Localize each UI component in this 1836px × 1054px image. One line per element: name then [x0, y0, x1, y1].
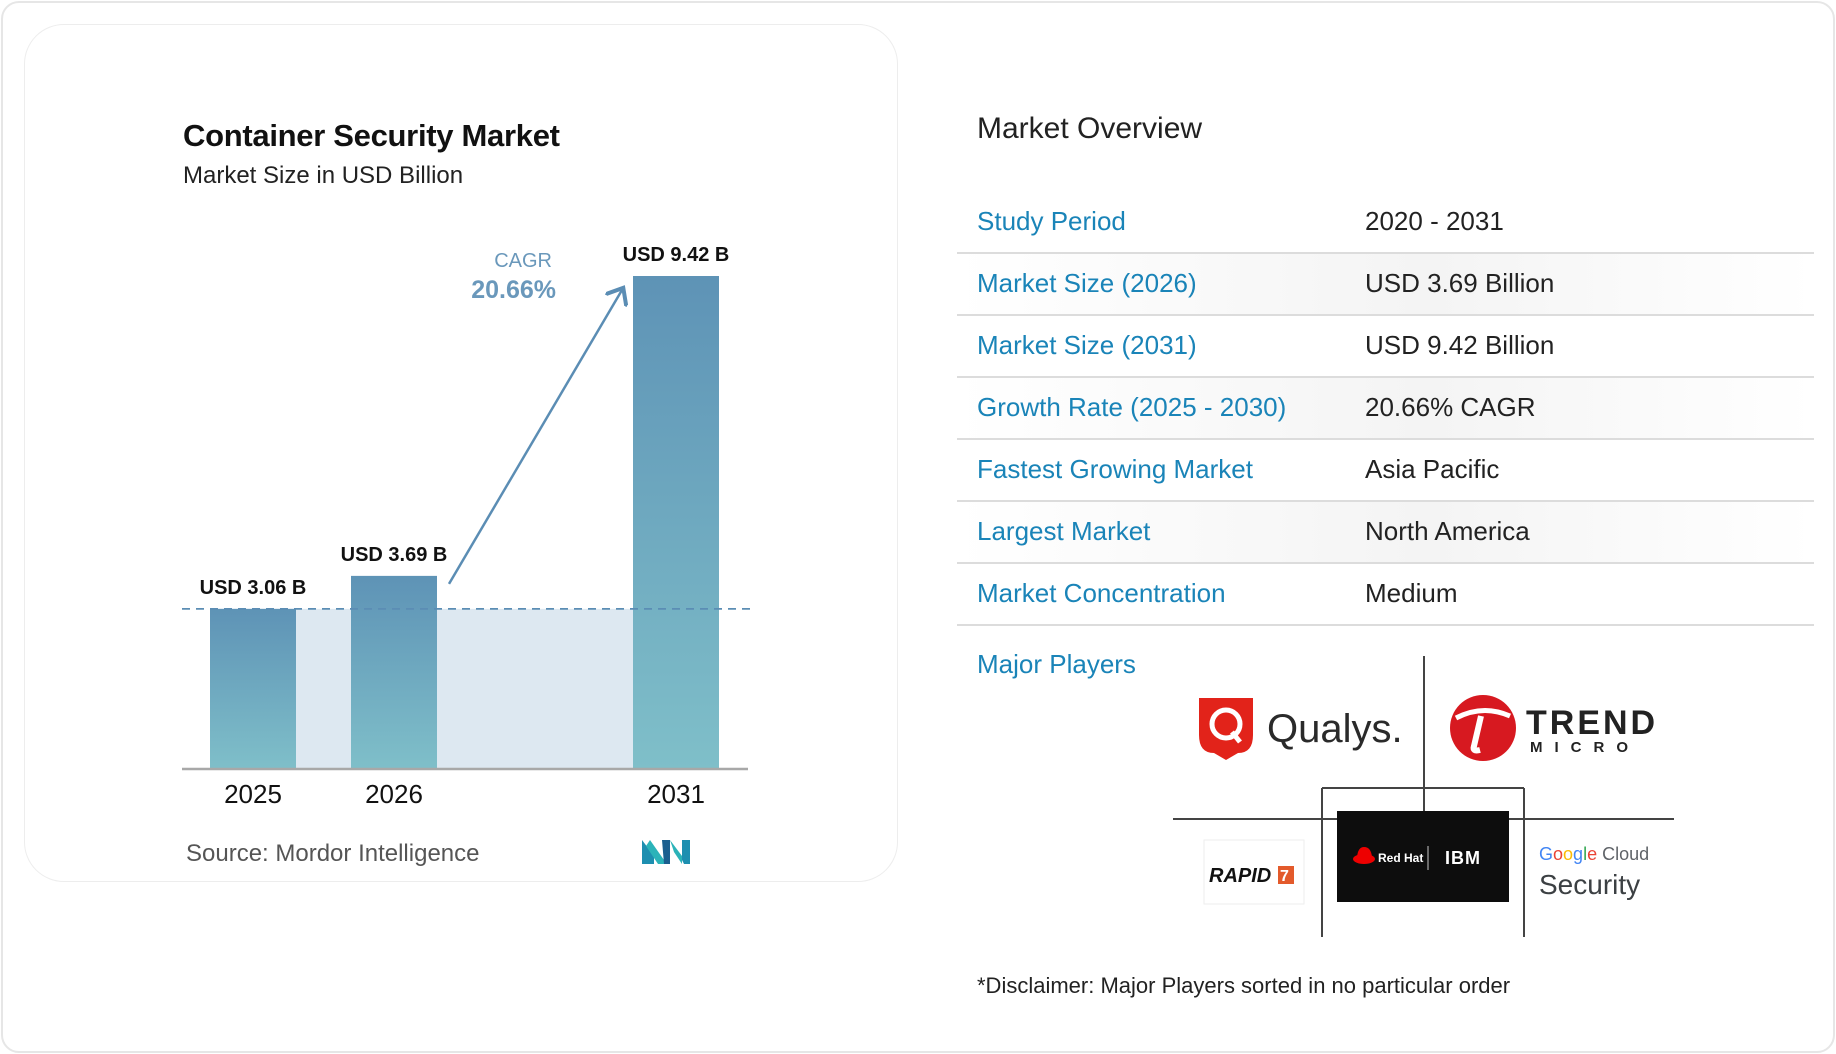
x-tick-label: 2026	[365, 779, 423, 809]
overview-label: Market Concentration	[977, 578, 1226, 608]
overview-table: Study Period 2020 - 2031 Market Size (20…	[957, 192, 1814, 626]
value-label: USD 3.69 B	[341, 544, 448, 566]
overview-label: Study Period	[977, 206, 1126, 236]
overview-value: Medium	[1365, 578, 1458, 608]
bar-chart: USD 3.06 B USD 3.69 B USD 9.42 B 2025 2026 20…	[182, 244, 752, 809]
svg-text:IBM: IBM	[1445, 848, 1481, 868]
svg-text:Google Cloud: Google Cloud	[1539, 844, 1649, 864]
major-players-label: Major Players	[977, 649, 1136, 679]
cagr-label: CAGR	[494, 250, 552, 272]
qualys-logo: Qualys.	[1199, 698, 1403, 760]
svg-text:MICRO: MICRO	[1530, 739, 1640, 756]
x-tick-label: 2025	[224, 779, 282, 809]
bar-2031	[633, 276, 719, 769]
chart-subtitle: Market Size in USD Billion	[183, 162, 464, 189]
rapid7-logo: RAPID 7	[1203, 839, 1305, 905]
trend-micro-logo: TREND MICRO	[1450, 695, 1658, 761]
disclaimer-note: *Disclaimer: Major Players sorted in no …	[977, 973, 1511, 998]
value-label: USD 3.06 B	[200, 577, 307, 599]
overview-row: Fastest Growing Market Asia Pacific	[957, 440, 1814, 502]
svg-text:Security: Security	[1539, 869, 1640, 900]
svg-text:7: 7	[1280, 868, 1289, 885]
overview-label: Growth Rate (2025 - 2030)	[977, 392, 1287, 422]
qualys-text: Qualys.	[1267, 707, 1403, 751]
chart-title: Container Security Market	[183, 118, 560, 153]
overview-row: Market Size (2031) USD 9.42 Billion	[957, 316, 1814, 378]
redhat-ibm-logo: Red Hat IBM	[1337, 811, 1509, 902]
overview-value: Asia Pacific	[1365, 454, 1500, 484]
x-tick-label: 2031	[647, 779, 705, 809]
cagr-value: 20.66%	[471, 276, 556, 304]
svg-text:TREND: TREND	[1526, 704, 1658, 742]
overview-value: 2020 - 2031	[1365, 206, 1504, 236]
source-note: Source: Mordor Intelligence	[186, 840, 480, 867]
overview-label: Market Size (2031)	[977, 330, 1197, 360]
overview-value: 20.66% CAGR	[1365, 392, 1536, 422]
overview-title: Market Overview	[977, 112, 1203, 145]
cagr-arrow	[447, 290, 622, 585]
overview-label: Fastest Growing Market	[977, 454, 1253, 484]
overview-row: Study Period 2020 - 2031	[957, 192, 1814, 254]
value-label: USD 9.42 B	[623, 244, 730, 266]
overview-label: Largest Market	[977, 516, 1151, 546]
overview-row: Largest Market North America	[957, 502, 1814, 564]
overview-row: Growth Rate (2025 - 2030) 20.66% CAGR	[957, 378, 1814, 440]
overview-value: North America	[1365, 516, 1530, 546]
svg-text:RAPID: RAPID	[1209, 865, 1271, 887]
overview-value: USD 9.42 Billion	[1365, 330, 1555, 360]
overview-label: Market Size (2026)	[977, 268, 1197, 298]
bar-2025	[210, 608, 296, 769]
overview-row: Market Size (2026) USD 3.69 Billion	[957, 254, 1814, 316]
overview-value: USD 3.69 Billion	[1365, 268, 1555, 298]
overview-row: Market Concentration Medium	[957, 564, 1814, 626]
svg-text:Red Hat: Red Hat	[1378, 851, 1423, 865]
google-cloud-security-logo: Google Cloud Security	[1539, 844, 1649, 900]
mordor-intelligence-logo	[642, 840, 690, 864]
